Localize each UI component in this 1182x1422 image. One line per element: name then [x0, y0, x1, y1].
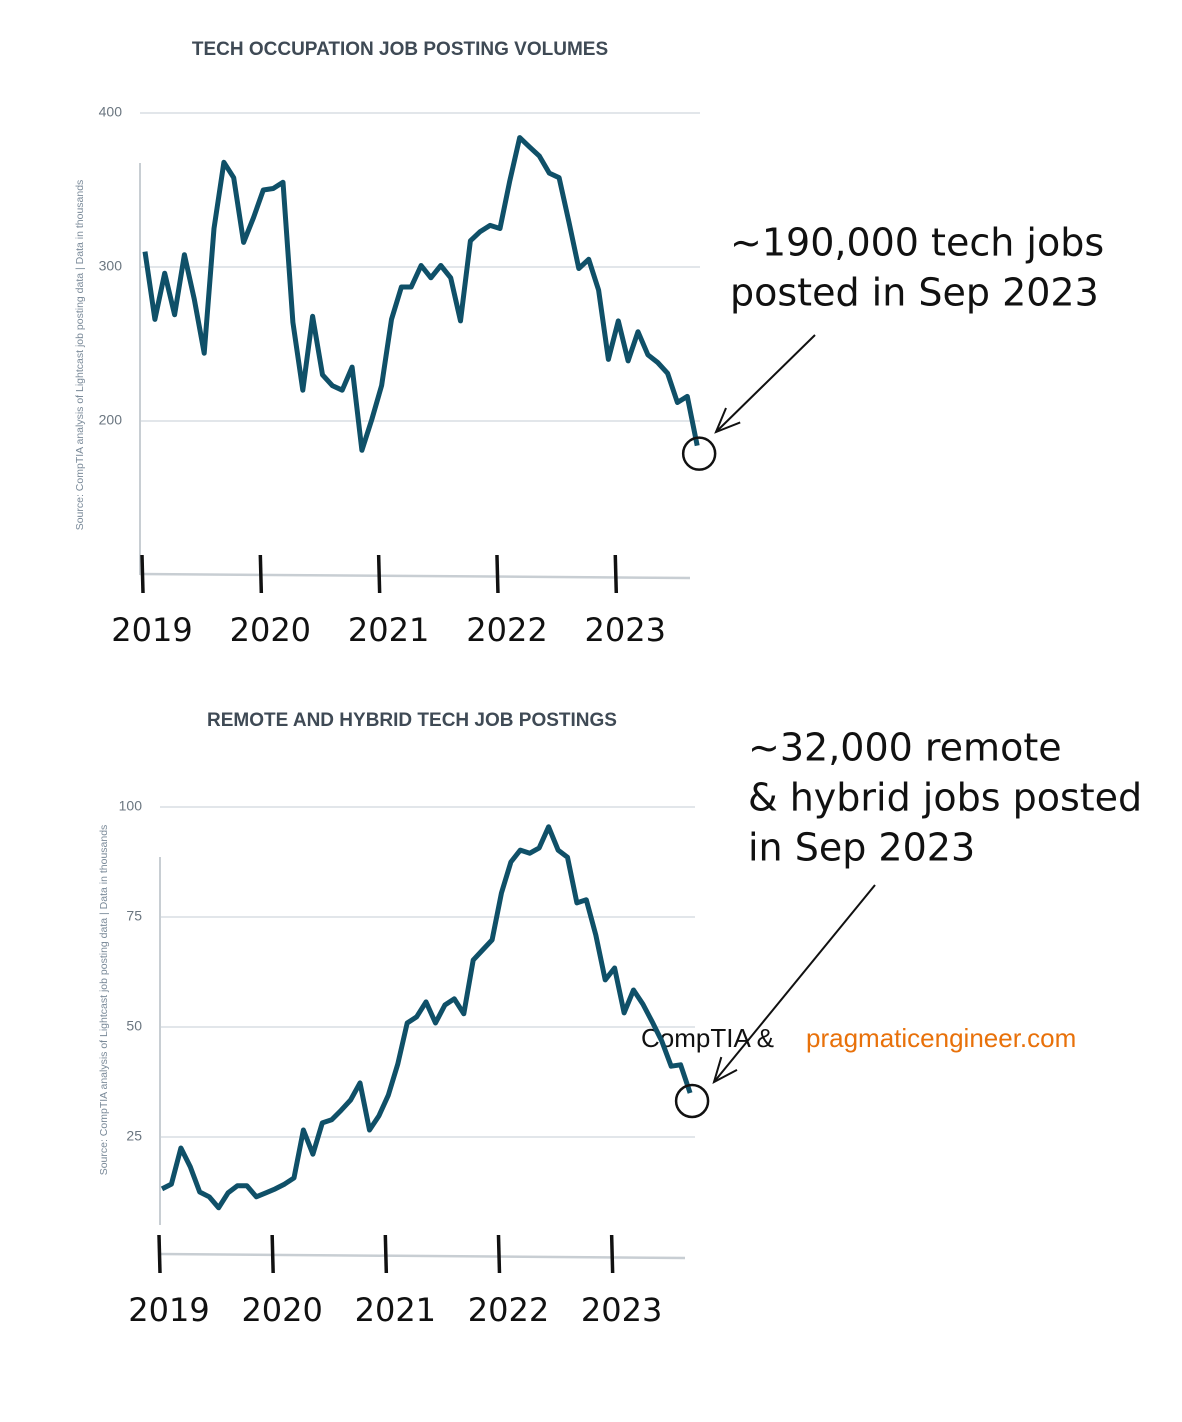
highlight-circle: [681, 436, 717, 471]
x-tick: [609, 1234, 615, 1274]
y-axis-label: Source: CompTIA analysis of Lightcast jo…: [98, 825, 110, 1176]
x-axis: [159, 1252, 686, 1260]
annotation: posted in Sep 2023: [730, 271, 1099, 315]
credit-site: pragmaticengineer.com: [806, 1023, 1076, 1053]
x-tick-label: 2023: [585, 611, 666, 649]
y-tick-label: 200: [99, 412, 123, 428]
x-tick: [270, 1234, 275, 1274]
y-tick-label: 100: [119, 798, 143, 814]
chart-title: TECH OCCUPATION JOB POSTING VOLUMES: [192, 39, 608, 60]
annotation: & hybrid jobs posted: [748, 776, 1142, 820]
arrow-head: [712, 1056, 738, 1084]
x-tick-label: 2019: [128, 1291, 209, 1329]
annotation: in Sep 2023: [748, 826, 975, 870]
x-tick-label: 2023: [581, 1291, 662, 1329]
x-tick: [258, 554, 264, 594]
x-tick-label: 2022: [466, 611, 547, 649]
annotation: ~190,000 tech jobs: [730, 221, 1104, 265]
data-line: [160, 824, 693, 1211]
chart-title: REMOTE AND HYBRID TECH JOB POSTINGS: [207, 710, 617, 731]
y-tick-label: 400: [99, 104, 123, 120]
y-tick-label: 25: [126, 1128, 142, 1144]
data-line: [142, 135, 700, 453]
x-tick: [383, 1234, 389, 1274]
x-tick-label: 2020: [230, 611, 311, 649]
x-tick-label: 2019: [111, 611, 192, 649]
x-tick: [140, 554, 145, 594]
x-tick-label: 2022: [468, 1291, 549, 1329]
y-tick-label: 75: [126, 908, 142, 924]
arrow-shaft: [715, 334, 816, 433]
x-axis: [139, 572, 691, 580]
y-tick-label: 50: [126, 1018, 142, 1034]
y-tick-label: 300: [99, 258, 123, 274]
highlight-circle: [674, 1083, 710, 1119]
x-tick: [613, 554, 619, 594]
x-tick-label: 2021: [348, 611, 429, 649]
x-tick-label: 2020: [241, 1291, 322, 1329]
arrow-head: [714, 407, 741, 434]
arrow-shaft: [713, 884, 876, 1083]
y-axis-label: Source: CompTIA analysis of Lightcast jo…: [74, 180, 86, 531]
x-tick: [495, 554, 500, 594]
x-tick: [376, 554, 382, 594]
x-tick-label: 2021: [355, 1291, 436, 1329]
x-tick: [157, 1234, 162, 1274]
annotation: ~32,000 remote: [748, 726, 1062, 770]
x-tick: [496, 1234, 502, 1274]
